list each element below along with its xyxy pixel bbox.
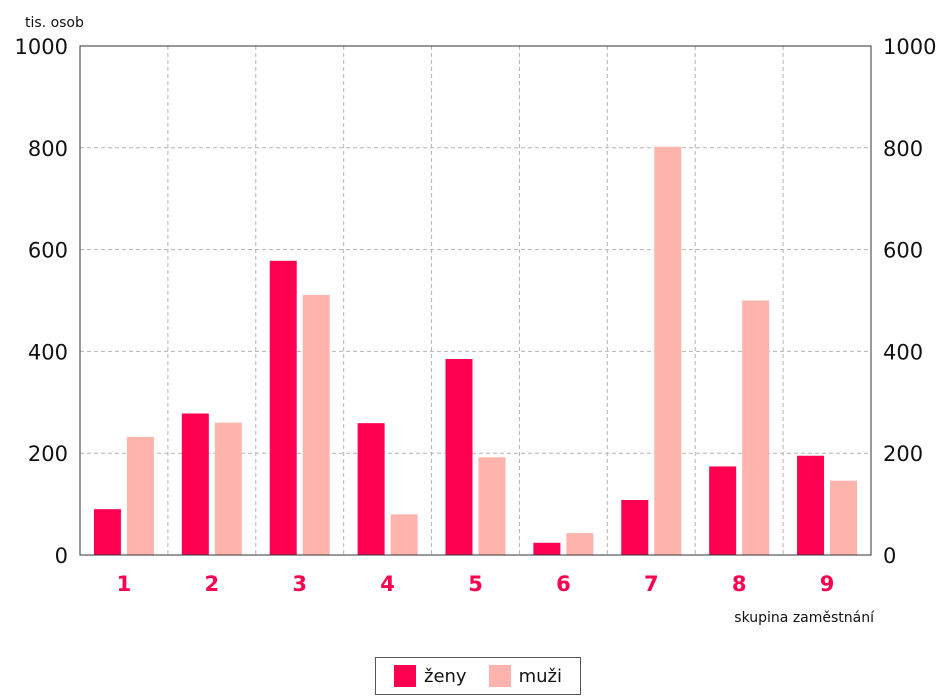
bar-zeny-7 — [621, 500, 649, 555]
bar-muzi-3 — [302, 294, 330, 555]
x-tick-category: 4 — [380, 572, 395, 596]
legend-label-muzi: muži — [518, 665, 562, 687]
y-tick-right: 200 — [883, 442, 923, 466]
legend-item-muzi: muži — [488, 665, 562, 687]
x-axis-label: skupina zaměstnání — [734, 610, 875, 626]
x-tick-category: 2 — [205, 572, 220, 596]
y-axis-left-ticks: 0 200 400 600 800 1000 — [15, 35, 68, 568]
bar-muzi-8 — [742, 300, 770, 555]
bar-zeny-4 — [357, 423, 385, 555]
x-tick-category: 8 — [732, 572, 747, 596]
bar-zeny-5 — [445, 359, 473, 555]
bar-muzi-2 — [214, 422, 242, 555]
legend-swatch-zeny — [394, 665, 416, 687]
y-tick-right: 0 — [883, 544, 896, 568]
x-tick-category: 5 — [468, 572, 483, 596]
bar-muzi-7 — [654, 146, 682, 556]
x-tick-category: 3 — [292, 572, 307, 596]
bars — [93, 146, 858, 556]
bar-zeny-6 — [533, 542, 561, 555]
legend: ženy muži — [375, 657, 581, 695]
bar-zeny-9 — [797, 455, 825, 555]
bar-muzi-9 — [830, 480, 858, 555]
legend-label-zeny: ženy — [424, 665, 467, 687]
bar-muzi-5 — [478, 457, 506, 555]
bar-zeny-8 — [709, 466, 737, 555]
y-tick-right: 400 — [883, 340, 923, 364]
x-tick-category: 9 — [820, 572, 835, 596]
x-tick-category: 1 — [117, 572, 132, 596]
bar-zeny-3 — [269, 260, 297, 555]
bar-zeny-2 — [181, 413, 209, 555]
y-tick-left: 1000 — [15, 35, 68, 59]
y-axis-right-ticks: 0 200 400 600 800 1000 — [883, 35, 936, 568]
bar-muzi-6 — [566, 533, 594, 555]
bar-zeny-1 — [93, 509, 121, 555]
y-tick-right: 600 — [883, 239, 923, 263]
y-tick-left: 0 — [55, 544, 68, 568]
y-tick-right: 800 — [883, 137, 923, 161]
legend-swatch-muzi — [488, 665, 511, 687]
x-tick-category: 6 — [556, 572, 571, 596]
y-tick-left: 200 — [28, 442, 68, 466]
plot-frame — [79, 45, 872, 556]
x-axis-category-labels: 1 2 3 4 5 6 7 8 9 — [117, 572, 835, 596]
bar-muzi-4 — [390, 514, 418, 555]
y-axis-unit-label: tis. osob — [25, 15, 84, 31]
y-tick-left: 400 — [28, 340, 68, 364]
y-tick-left: 800 — [28, 137, 68, 161]
bar-muzi-1 — [126, 436, 154, 555]
y-tick-left: 600 — [28, 239, 68, 263]
x-tick-category: 7 — [644, 572, 659, 596]
legend-item-zeny: ženy — [394, 665, 467, 687]
y-tick-right: 1000 — [883, 35, 936, 59]
axes — [79, 45, 872, 556]
